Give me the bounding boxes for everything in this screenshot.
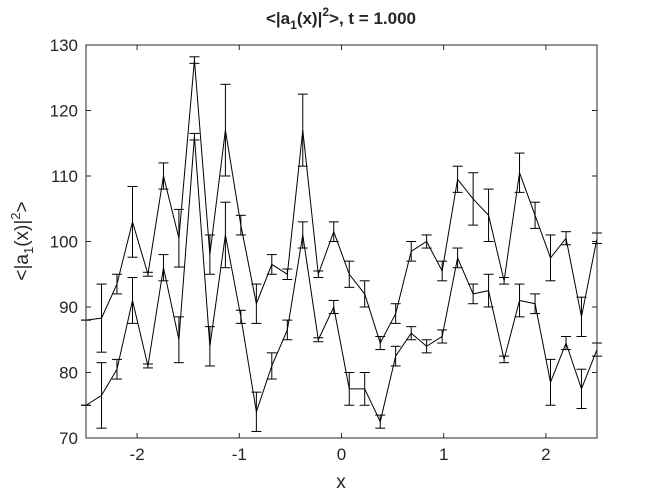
x-tick-label: -1 xyxy=(232,445,247,464)
error-bar xyxy=(204,234,215,275)
error-bar xyxy=(406,326,417,341)
error-bar xyxy=(514,152,525,193)
error-bar xyxy=(220,201,231,269)
error-bar xyxy=(576,296,587,337)
error-bar xyxy=(359,280,370,308)
error-bar xyxy=(266,352,277,380)
y-tick-label: 100 xyxy=(50,233,78,252)
y-label-subscript: 1 xyxy=(21,247,36,254)
error-bar xyxy=(158,254,169,282)
error-bar xyxy=(452,165,463,193)
error-bar xyxy=(127,277,138,324)
error-bar xyxy=(483,273,494,308)
series-line xyxy=(85,60,598,345)
y-label-superscript: 2 xyxy=(8,212,23,219)
error-bar xyxy=(561,231,572,246)
x-tick-label: 0 xyxy=(337,445,346,464)
error-bar xyxy=(437,260,448,282)
error-bar xyxy=(313,337,324,343)
error-bar xyxy=(468,283,479,305)
error-bar xyxy=(375,335,386,351)
error-bar xyxy=(111,273,122,295)
error-bar xyxy=(189,56,200,64)
error-bar xyxy=(235,214,246,236)
title-subscript: 1 xyxy=(290,18,297,32)
error-bar xyxy=(282,319,293,341)
title-part: <|a xyxy=(266,9,291,28)
y-tick-label: 80 xyxy=(59,364,78,383)
error-bar xyxy=(313,270,324,279)
error-bar xyxy=(142,363,153,369)
error-bar xyxy=(235,309,246,324)
y-tick-label: 130 xyxy=(50,36,78,55)
error-bar xyxy=(390,345,401,367)
error-bar xyxy=(328,299,339,315)
error-bar xyxy=(96,283,107,353)
error-bar xyxy=(530,201,541,229)
error-bar xyxy=(375,414,386,429)
error-bar xyxy=(251,391,262,432)
y-axis-label: <|a1(x)|2> xyxy=(8,201,36,280)
y-tick-label: 110 xyxy=(51,167,78,186)
error-bar xyxy=(499,277,510,285)
error-bar xyxy=(359,372,370,406)
error-bar xyxy=(297,93,308,167)
error-bar xyxy=(220,83,231,177)
error-bar xyxy=(297,221,308,249)
error-bar xyxy=(576,368,587,410)
error-bar xyxy=(344,372,355,406)
error-bar xyxy=(173,208,184,268)
error-bar xyxy=(173,316,184,364)
series-line xyxy=(85,136,598,424)
x-tick-label: 2 xyxy=(541,445,550,464)
title-part: >, t = 1.000 xyxy=(329,9,416,28)
error-bar xyxy=(530,293,541,315)
error-bar xyxy=(561,335,572,351)
error-bar xyxy=(344,260,355,288)
error-bar xyxy=(545,234,556,282)
error-bar xyxy=(204,326,215,367)
error-bar xyxy=(390,303,401,324)
y-tick-label: 120 xyxy=(50,102,78,121)
error-bar xyxy=(468,172,479,226)
error-bar xyxy=(142,271,153,277)
error-bar xyxy=(189,132,200,141)
error-bar xyxy=(421,234,432,249)
title-superscript: 2 xyxy=(322,5,329,19)
error-bar xyxy=(545,358,556,406)
x-tick-label: 1 xyxy=(439,445,448,464)
y-tick-label: 70 xyxy=(59,429,78,448)
y-tick-label: 90 xyxy=(59,298,78,317)
error-bar xyxy=(282,268,293,280)
x-tick-label: -2 xyxy=(130,445,145,464)
y-label-part: <|a xyxy=(12,254,33,281)
error-bar xyxy=(127,185,138,258)
title-part: (x)| xyxy=(297,9,323,28)
error-bar xyxy=(437,329,448,344)
x-axis-label: x xyxy=(336,472,346,493)
plot-frame xyxy=(85,44,598,439)
error-bar xyxy=(96,362,107,429)
error-bar xyxy=(111,358,122,380)
error-bar xyxy=(406,241,417,262)
y-label-part: (x)| xyxy=(12,220,33,247)
chart-title: <|a1(x)|2>, t = 1.000 xyxy=(266,5,416,32)
error-bar xyxy=(421,339,432,354)
error-bar xyxy=(483,188,494,242)
error-bar xyxy=(328,221,339,242)
error-bar xyxy=(499,355,510,364)
error-bar xyxy=(158,162,169,190)
error-bar xyxy=(266,254,277,275)
error-bar xyxy=(251,283,262,324)
error-bar xyxy=(452,247,463,269)
y-label-part: > xyxy=(12,201,33,212)
error-bar xyxy=(514,283,525,318)
